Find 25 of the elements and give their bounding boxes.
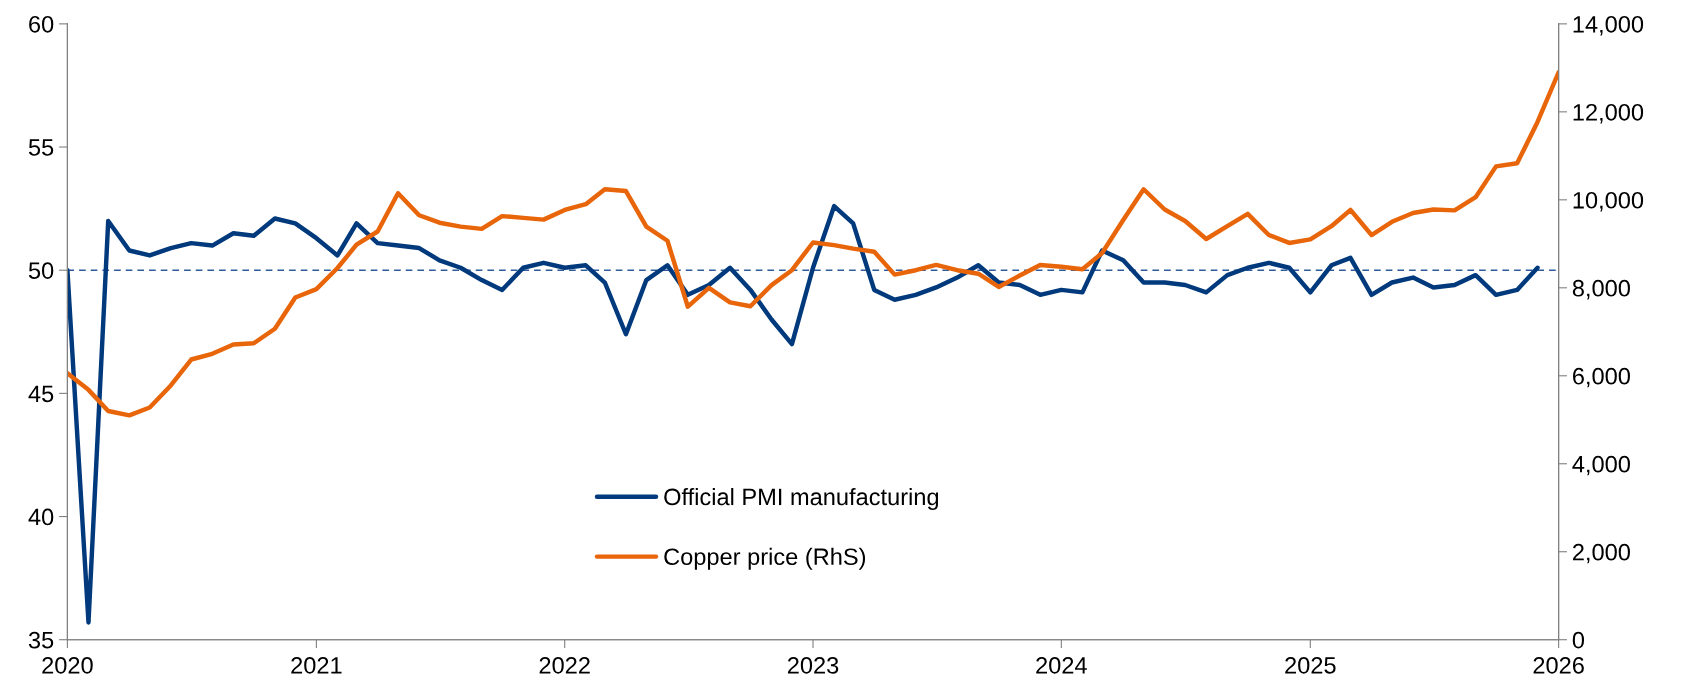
x-tick-label: 2022 (539, 657, 590, 674)
x-tick-label: 2021 (291, 657, 342, 674)
x-tick-label: 2025 (1285, 657, 1336, 674)
y2-tick-label: 8,000 (1572, 279, 1630, 300)
line-series (67, 70, 1559, 418)
y2-tick-label: 10,000 (1573, 191, 1644, 212)
y-tick-label: 60 (29, 15, 54, 33)
y2-tick-label: 6,000 (1573, 367, 1630, 388)
x-tick-label: 2026 (1533, 657, 1584, 674)
line-series (67, 203, 1540, 625)
y-tick-label: 55 (28, 139, 54, 156)
y-tick-label: 40 (28, 508, 54, 526)
y-tick-label: 50 (28, 262, 54, 279)
legend-label: Copper price (RhS) (664, 547, 866, 570)
y2-tick-label: 2,000 (1573, 543, 1630, 564)
y2-tick-label: 14,000 (1573, 15, 1644, 36)
legend-label: Official PMI manufacturing (664, 487, 939, 510)
x-tick-label: 2024 (1036, 657, 1087, 674)
y2-tick-label: 4,000 (1572, 455, 1630, 476)
y-tick-label: 45 (28, 385, 54, 403)
y-tick-label: 35 (28, 631, 54, 649)
y2-tick-label: 0 (1572, 631, 1585, 649)
y2-tick-label: 12,000 (1573, 103, 1644, 124)
x-tick-label: 2020 (42, 657, 93, 674)
x-tick-label: 2023 (787, 657, 839, 674)
